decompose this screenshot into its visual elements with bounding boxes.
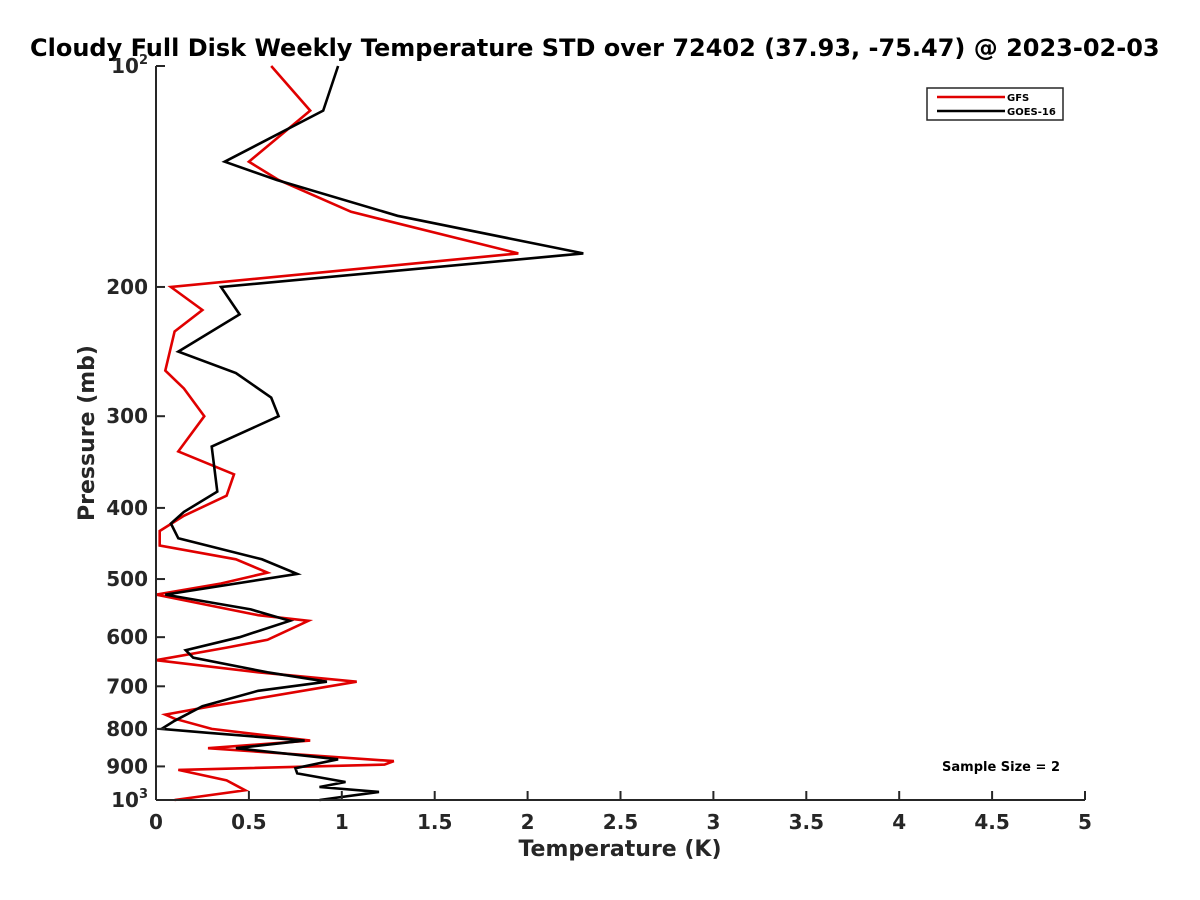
y-tick-label: 300	[106, 404, 148, 428]
x-axis-ticks: 0 0.5 1 1.5 2 2.5 3 3.5 4 4.5 5	[149, 791, 1092, 834]
y-tick-label: 600	[106, 625, 148, 649]
x-tick-label: 3.5	[789, 810, 824, 834]
chart-title: Cloudy Full Disk Weekly Temperature STD …	[30, 34, 1160, 62]
y-axis-ticks: 102 200 300 400 500 600 700 800 900 103	[106, 53, 165, 812]
x-tick-label: 0.5	[231, 810, 266, 834]
y-tick-label: 800	[106, 717, 148, 741]
legend-entry-label: GFS	[1007, 93, 1029, 104]
x-tick-label: 5	[1078, 810, 1092, 834]
y-tick-label: 102	[111, 53, 148, 78]
series-line-gfs	[155, 65, 519, 802]
x-tick-label: 2	[521, 810, 535, 834]
x-tick-label: 4	[892, 810, 906, 834]
x-tick-label: 3	[706, 810, 720, 834]
y-tick-label: 400	[106, 496, 148, 520]
x-tick-label: 1	[335, 810, 349, 834]
y-tick-label: 700	[106, 674, 148, 698]
x-tick-label: 4.5	[974, 810, 1009, 834]
legend-box	[926, 87, 1064, 121]
x-tick-label: 1.5	[417, 810, 452, 834]
x-tick-label: 0	[149, 810, 163, 834]
axes-layer	[155, 66, 1085, 801]
y-tick-label: 500	[106, 567, 148, 591]
legend: GFS GOES-16	[926, 87, 1064, 121]
series-layer	[155, 65, 584, 802]
y-tick-label: 103	[111, 787, 148, 812]
x-axis-label: Temperature (K)	[518, 837, 721, 862]
sample-size-annotation: Sample Size = 2	[942, 760, 1060, 775]
y-axis-label: Pressure (mb)	[75, 345, 100, 521]
x-tick-label: 2.5	[603, 810, 638, 834]
legend-entry-label: GOES-16	[1007, 107, 1056, 118]
y-tick-label: 200	[106, 275, 148, 299]
series-line-goes-16	[157, 65, 584, 802]
y-tick-label: 900	[106, 754, 148, 778]
